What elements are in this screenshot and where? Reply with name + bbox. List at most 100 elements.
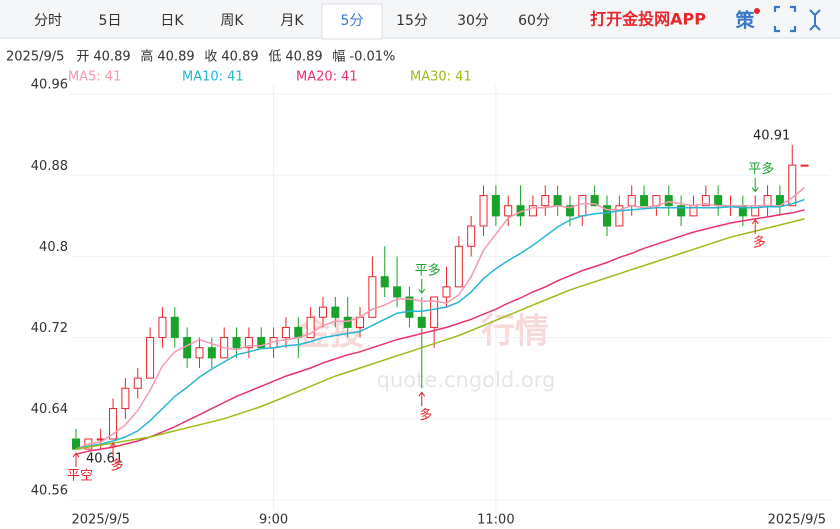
tab[interactable]: 5日 <box>99 13 122 29</box>
candle-body <box>306 316 315 339</box>
candle-body <box>788 164 797 207</box>
info-value: 40.89 <box>285 50 322 65</box>
signal-label: 多 <box>753 234 766 250</box>
tab[interactable]: 月K <box>280 13 304 29</box>
info-label: 收 <box>204 50 217 65</box>
signal-arrow <box>72 452 80 468</box>
candle-body <box>281 326 290 339</box>
signal-arrow <box>751 219 759 234</box>
candle-body <box>467 225 476 247</box>
tab[interactable]: 5分 <box>341 13 364 29</box>
info-value: 40.89 <box>157 50 194 65</box>
candle-body <box>72 438 80 450</box>
strategy-icon[interactable]: 策 <box>735 9 755 32</box>
y-tick-label: 40.72 <box>31 321 68 336</box>
candle-body <box>393 286 402 298</box>
candle-body <box>257 337 266 349</box>
candle-body <box>640 195 649 207</box>
tab[interactable]: 周K <box>220 13 244 29</box>
candle-body <box>714 195 723 207</box>
candle-body <box>232 337 241 349</box>
candle-body <box>664 195 673 207</box>
info-value: 40.89 <box>221 50 258 65</box>
signal-label: 平空 <box>67 469 93 484</box>
x-tick-label: 2025/9/5 <box>768 513 826 528</box>
active-tab-bg <box>321 3 383 40</box>
candle-body <box>541 195 550 207</box>
candle-body <box>343 316 352 328</box>
watermark: 行情 <box>481 312 549 352</box>
candle-body <box>565 205 574 217</box>
y-tick-label: 40.64 <box>31 402 68 417</box>
candle-body <box>627 195 636 207</box>
candle-body <box>491 195 500 217</box>
candle-body <box>578 195 587 217</box>
tab[interactable]: 日K <box>160 13 184 29</box>
signal-arrow <box>418 391 426 407</box>
candle-body <box>615 205 624 227</box>
candle-body <box>244 337 253 349</box>
info-label: 幅 <box>332 50 345 65</box>
tab[interactable]: 60分 <box>518 13 550 29</box>
info-label: 开 <box>76 50 89 65</box>
app-link[interactable]: 打开金投网APP <box>590 10 706 29</box>
candle-body <box>763 195 772 207</box>
ma-line <box>75 186 806 450</box>
candle-body <box>479 195 488 227</box>
max-label: 40.91 <box>753 128 790 143</box>
candle-body <box>701 195 710 207</box>
candle-body <box>504 205 513 217</box>
signal-arrow <box>418 279 426 294</box>
toolbar <box>0 0 840 38</box>
signal-arrow <box>751 177 759 193</box>
x-tick-label: 11:00 <box>477 513 514 528</box>
candle-body <box>528 205 537 217</box>
candle-body <box>603 205 612 227</box>
candle-body <box>368 276 377 318</box>
candle-body <box>195 347 204 359</box>
candle-body <box>800 164 809 167</box>
tab[interactable]: 分时 <box>34 13 62 29</box>
candle-body <box>553 195 562 207</box>
collapse-icon[interactable] <box>809 9 821 31</box>
candle-body <box>109 408 118 440</box>
ma-line <box>75 218 805 450</box>
candle-body <box>417 316 426 328</box>
badge <box>754 8 760 14</box>
legend: MA5: 41 MA10: 41 MA20: 41 MA30: 41 <box>68 70 472 85</box>
signal-label: 平多 <box>748 161 774 177</box>
candle-body <box>405 296 414 318</box>
candle-body <box>207 347 216 359</box>
legend-entry: MA5: 41 <box>68 70 121 85</box>
candle-body <box>331 306 340 318</box>
info-label: 低 <box>268 50 281 65</box>
candle-body <box>677 205 686 217</box>
legend-entry: MA20: 41 <box>296 70 358 85</box>
x-tick-label: 2025/9/5 <box>72 513 130 528</box>
signal-arrow <box>109 442 117 457</box>
info-line: 2025/9/5 开 40.89 高 40.89 收 40.89 低 40.89 幅 -0.01% <box>6 49 395 65</box>
candle-body <box>170 316 179 339</box>
plot: 金投 行情quote.cngold.org40.5640.6440.7240.84… <box>31 78 830 528</box>
tab[interactable]: 15分 <box>396 13 428 29</box>
ma-line <box>75 209 805 455</box>
y-tick-label: 40.96 <box>31 78 68 93</box>
ma-line <box>75 198 805 450</box>
signal-label: 多 <box>111 458 124 474</box>
signal-label: 多 <box>419 407 432 423</box>
legend-entry: MA10: 41 <box>182 70 244 85</box>
info-value: 40.89 <box>93 50 130 65</box>
tab[interactable]: 30分 <box>457 13 489 29</box>
candle-body <box>318 306 327 318</box>
fullscreen-icon[interactable] <box>773 5 797 33</box>
candle-body <box>121 387 130 410</box>
candle-body <box>146 337 155 379</box>
candle-body <box>430 296 439 328</box>
candle-body <box>158 316 167 339</box>
watermark: quote.cngold.org <box>377 368 556 392</box>
candle-body <box>454 245 463 288</box>
candle-body <box>442 286 451 298</box>
signal-label: 平多 <box>415 263 441 279</box>
